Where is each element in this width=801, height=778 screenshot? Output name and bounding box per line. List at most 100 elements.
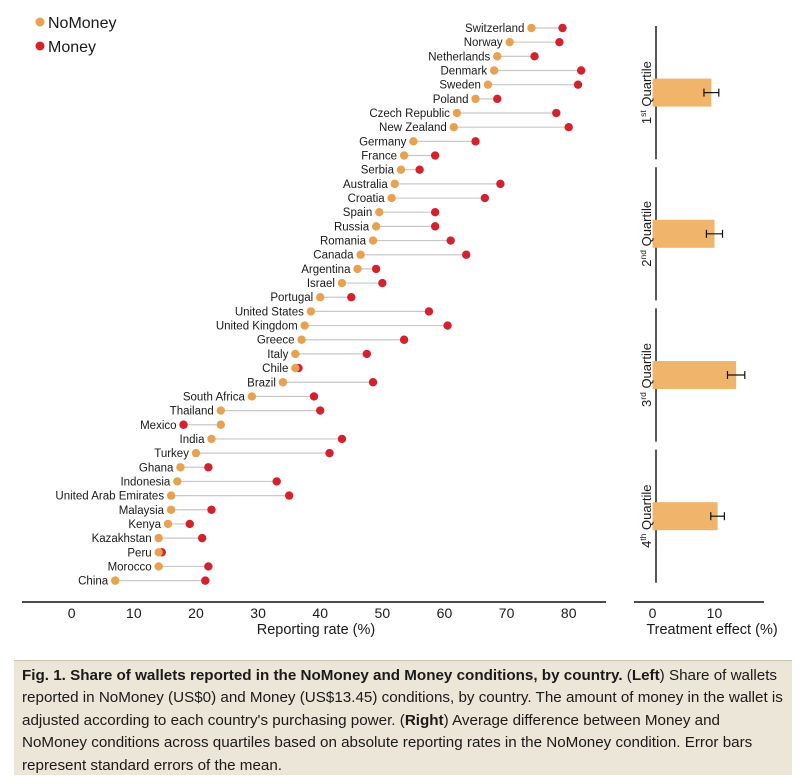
treatment-effect-bar (652, 78, 712, 107)
dumbbell-row: Germany (359, 136, 480, 148)
dumbbell-row: United Kingdom (216, 321, 452, 333)
dumbbell-row: Peru (127, 547, 166, 559)
left-x-tick-label: 30 (250, 605, 266, 621)
country-label: Ghana (139, 462, 174, 474)
dumbbell-row: Chile (262, 363, 303, 375)
legend-money-marker (35, 41, 45, 51)
money-point (337, 434, 347, 444)
nomoney-point (176, 463, 185, 472)
money-point (555, 37, 564, 47)
left-x-tick-label: 20 (188, 605, 204, 621)
caption-left-open: ( (622, 667, 632, 684)
left-x-tick-label: 40 (312, 605, 328, 621)
country-label: Malaysia (119, 505, 165, 517)
money-point (480, 193, 490, 203)
dumbbell-row: Serbia (361, 165, 424, 177)
quartile-suffix: rd (638, 392, 648, 400)
caption-left-text: ) Share of wallets reported in NoMoney (… (22, 667, 783, 729)
dumbbell-row: Croatia (348, 193, 490, 205)
money-point (430, 151, 440, 160)
right-x-tick-label: 10 (707, 605, 723, 621)
nomoney-point (207, 434, 216, 444)
money-point (564, 122, 573, 132)
nomoney-point (337, 278, 347, 288)
nomoney-point (166, 505, 176, 514)
country-label: Norway (464, 37, 503, 49)
nomoney-point (390, 179, 399, 189)
quartile-word: Quartile (639, 61, 654, 110)
money-point (576, 66, 586, 75)
dumbbell-row: Spain (343, 207, 440, 219)
dumbbell-row: Italy (267, 349, 372, 361)
left-x-tick-label: 0 (68, 605, 76, 621)
treatment-effect-bar (652, 219, 715, 248)
dumbbell-row: Mexico (140, 420, 226, 432)
money-point (207, 505, 216, 514)
nomoney-point (493, 52, 502, 61)
left-x-tick-label: 60 (437, 605, 453, 621)
country-label: Portugal (270, 292, 313, 304)
country-dumbbell-chart: 0 10 20 30 40 50 60 70 80 Reporting rate (%) Swi… (22, 23, 606, 638)
country-label: Chile (262, 363, 288, 375)
dumbbell-row: Portugal (270, 292, 356, 304)
treatment-effect-bar (652, 502, 718, 531)
country-label: Denmark (441, 66, 488, 78)
money-point (272, 477, 281, 486)
money-point (399, 335, 409, 344)
dumbbell-row: New Zealand (379, 122, 573, 134)
nomoney-point (399, 151, 409, 160)
dumbbell-row: Argentina (301, 264, 381, 276)
country-label: India (180, 434, 206, 446)
nomoney-point (489, 66, 499, 75)
country-label: Italy (267, 349, 288, 361)
nomoney-point (387, 193, 396, 203)
money-point (185, 519, 194, 529)
dumbbell-row: Kazakhstan (92, 533, 207, 545)
nomoney-point (247, 392, 257, 401)
left-x-axis-title: Reporting rate (%) (257, 622, 375, 638)
country-label: Turkey (154, 448, 189, 460)
nomoney-point (316, 293, 325, 302)
country-label: New Zealand (379, 122, 447, 134)
country-label: Morocco (108, 561, 152, 573)
nomoney-point (483, 80, 493, 89)
money-point (179, 420, 188, 429)
nomoney-point (291, 363, 300, 373)
dumbbell-row: Israel (307, 278, 387, 290)
money-point (371, 264, 381, 274)
quartile-label: 3rd Quartile (638, 343, 654, 407)
quartile-word: Quartile (639, 343, 654, 392)
country-label: United Arab Emirates (55, 491, 164, 503)
country-label: Czech Republic (369, 108, 450, 120)
left-x-tick-label: 10 (126, 605, 142, 621)
country-label: Indonesia (120, 476, 170, 488)
nomoney-point (216, 406, 226, 415)
nomoney-point (297, 335, 306, 344)
nomoney-point (154, 548, 163, 557)
dumbbell-row: Australia (343, 179, 505, 191)
country-label: Russia (334, 221, 370, 233)
nomoney-point (452, 108, 462, 118)
country-label: Sweden (439, 80, 481, 92)
nomoney-point (216, 420, 226, 429)
legend-nomoney-marker (35, 17, 45, 27)
dumbbell-row: Kenya (128, 519, 194, 531)
country-label: Greece (257, 335, 295, 347)
money-point (573, 80, 583, 89)
caption-left-word: Left (631, 667, 660, 684)
money-point (309, 392, 319, 401)
money-point (204, 463, 213, 472)
caption-fig-label: Fig. 1. Share of wallets reported in the… (22, 667, 623, 684)
nomoney-point (368, 236, 378, 245)
money-point (424, 307, 434, 316)
dumbbell-row: India (180, 434, 347, 446)
money-point (378, 278, 387, 288)
nomoney-point (371, 222, 381, 231)
left-x-tick-label: 50 (375, 605, 391, 621)
quartile-label: 2nd Quartile (638, 201, 654, 267)
money-point (462, 250, 471, 259)
dumbbell-row: Poland (433, 94, 502, 106)
nomoney-point (154, 533, 163, 543)
dumbbell-row: Greece (257, 335, 409, 347)
